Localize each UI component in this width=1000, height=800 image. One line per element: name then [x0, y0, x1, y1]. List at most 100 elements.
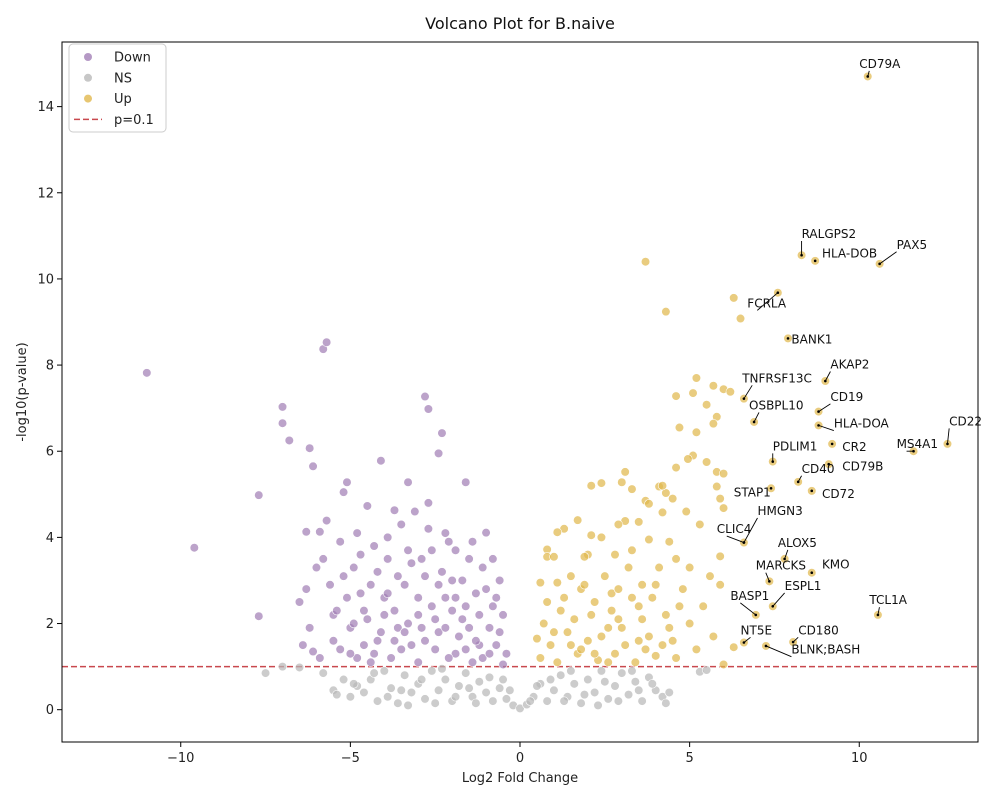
point-down	[315, 653, 325, 663]
point-ns	[277, 662, 288, 672]
point-down	[420, 391, 430, 402]
annotation-leader	[743, 636, 751, 643]
point-down	[447, 606, 457, 616]
point-down	[444, 537, 454, 547]
point-down	[437, 567, 447, 577]
point-up	[606, 588, 617, 598]
plot-area	[62, 42, 978, 742]
point-down	[457, 614, 467, 624]
point-up	[715, 580, 725, 590]
x-tick-label: −5	[341, 751, 360, 766]
point-down	[413, 610, 423, 620]
point-ns	[613, 696, 623, 706]
point-down	[376, 627, 386, 637]
point-down	[491, 593, 501, 603]
point-down	[294, 597, 305, 607]
y-tick-label: 4	[46, 531, 54, 546]
gene-label: BASP1	[730, 589, 769, 603]
point-up	[657, 640, 668, 650]
annotation-marker	[813, 259, 817, 263]
point-down	[447, 575, 457, 586]
point-down	[403, 545, 413, 555]
gene-label: CR2	[842, 440, 866, 454]
point-up	[566, 640, 576, 650]
point-up	[559, 593, 569, 603]
annotation-marker	[742, 541, 746, 544]
point-down	[450, 593, 461, 603]
point-down	[488, 554, 498, 564]
point-up	[678, 584, 688, 594]
point-up	[718, 469, 729, 479]
point-up	[671, 463, 681, 473]
point-down	[444, 653, 454, 663]
point-up	[668, 494, 678, 504]
legend-label: p=0.1	[114, 113, 154, 128]
point-ns	[403, 700, 413, 710]
point-up	[613, 584, 623, 594]
point-up	[617, 477, 627, 487]
point-down	[427, 545, 437, 555]
gene-label: CD40	[802, 462, 835, 476]
point-down	[474, 610, 484, 620]
point-up	[674, 601, 685, 611]
gene-label: OSBPL10	[749, 398, 804, 412]
gene-label: HLA-DOA	[834, 417, 890, 431]
point-up	[691, 427, 702, 437]
point-down	[440, 528, 450, 538]
point-ns	[406, 687, 417, 698]
point-down	[308, 461, 318, 471]
point-down	[379, 610, 389, 620]
point-down	[376, 456, 386, 466]
chart-title: Volcano Plot for B.naive	[425, 14, 615, 33]
point-ns	[433, 685, 444, 695]
point-up	[617, 623, 627, 633]
point-down	[362, 614, 372, 624]
annotation-marker	[783, 557, 786, 561]
point-ns	[630, 677, 640, 687]
point-down	[311, 562, 322, 573]
point-ns	[498, 674, 508, 685]
point-up	[654, 562, 664, 573]
annotation-leader	[753, 412, 760, 423]
legend-label: Down	[114, 51, 151, 66]
point-down	[322, 337, 332, 347]
point-up	[735, 313, 746, 324]
y-axis-label: -log10(p-value)	[15, 342, 30, 441]
point-ns	[450, 692, 461, 702]
x-tick-label: 0	[516, 751, 524, 766]
point-down	[366, 580, 376, 590]
point-down	[430, 644, 440, 654]
point-ns	[501, 694, 512, 704]
x-tick-label: 10	[851, 751, 868, 766]
y-tick-label: 0	[46, 703, 54, 718]
annotation-marker	[771, 605, 775, 608]
x-axis: −10 −5 0 5 10	[167, 742, 868, 766]
point-up	[610, 649, 620, 659]
annotation-marker	[771, 460, 775, 463]
point-up	[586, 530, 596, 540]
gene-label: ESPL1	[785, 579, 822, 593]
point-down	[427, 601, 437, 611]
gene-label: CD180	[798, 623, 839, 637]
point-down	[349, 562, 359, 573]
point-up	[586, 481, 596, 491]
gene-label: CD22	[949, 414, 982, 428]
point-down	[471, 588, 481, 598]
x-axis-label: Log2 Fold Change	[462, 771, 578, 786]
point-up	[535, 578, 545, 588]
point-up	[549, 627, 559, 637]
point-ns	[545, 674, 556, 685]
point-ns	[603, 694, 613, 704]
point-up	[620, 640, 630, 650]
point-up	[569, 614, 579, 624]
gene-label: HMGN3	[757, 504, 802, 518]
point-down	[335, 644, 345, 654]
point-ns	[369, 668, 379, 678]
point-down	[467, 537, 478, 547]
point-up	[725, 387, 735, 397]
point-down	[352, 528, 362, 538]
point-down	[410, 506, 420, 517]
point-up	[729, 293, 739, 303]
point-up	[613, 614, 623, 624]
point-up	[552, 657, 562, 667]
